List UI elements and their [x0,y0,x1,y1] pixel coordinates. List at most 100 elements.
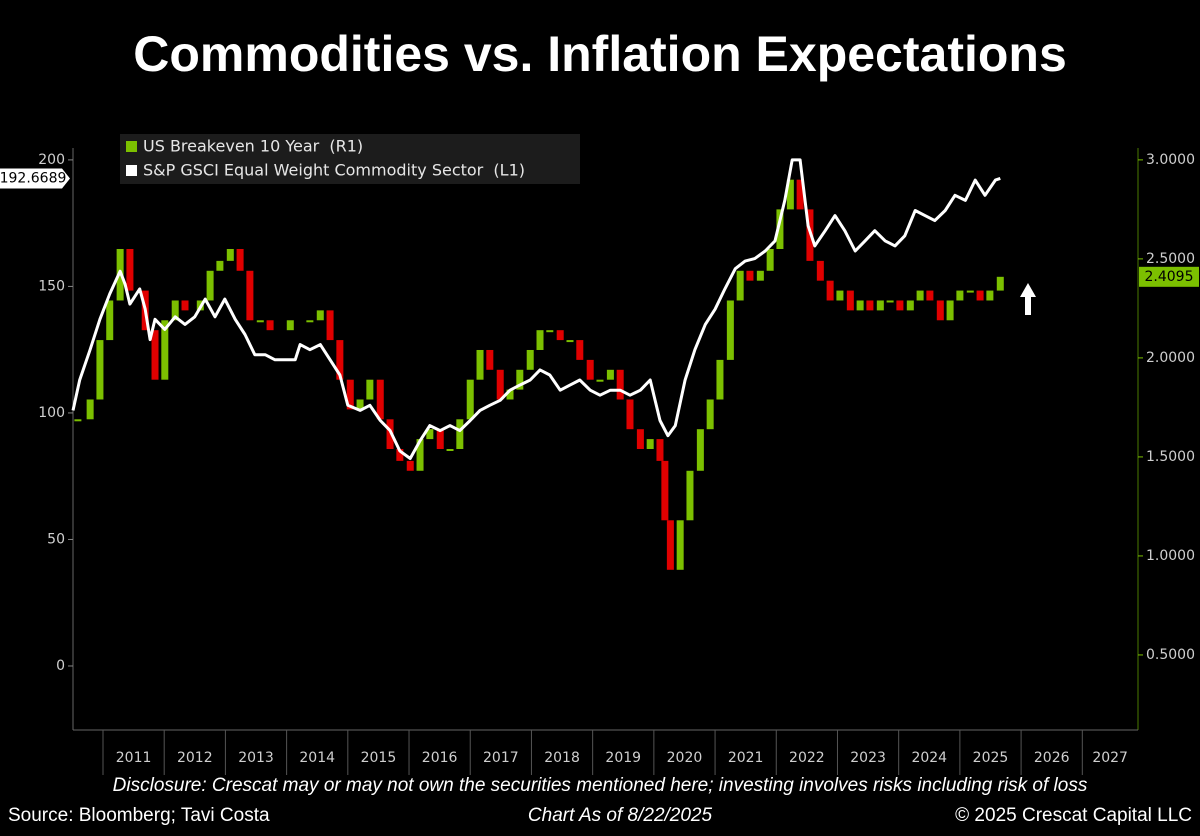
y2-tick-label: 0.5000 [1146,647,1195,663]
candle [716,359,724,400]
candle [876,300,884,311]
candle [536,330,544,350]
last-value-tag [1139,266,1199,287]
y-tick-label: 100 [38,405,65,421]
legend-box [120,134,580,184]
candle [661,460,669,521]
x-tick-label: 2013 [238,750,274,766]
candle [236,248,244,271]
candle [596,379,604,382]
x-tick-label: 2022 [789,750,825,766]
candle [516,369,524,390]
plot-area: 0 50 100 150 200 0.5000 1.0000 1.5000 2.0000 2.50… [0,134,1199,775]
x-tick-label: 2015 [361,750,397,766]
candle [406,460,414,471]
candle [466,379,474,420]
y2-tick-label: 2.5000 [1146,251,1195,267]
candle [486,349,494,370]
candle [706,399,714,430]
candle [226,248,234,261]
candle [836,290,844,301]
candle [161,320,169,380]
candle [666,520,674,570]
candle [946,300,954,321]
candle [976,290,984,301]
candle [326,310,334,341]
candle [426,429,434,440]
candle [926,290,934,301]
x-tick-label: 2018 [544,750,580,766]
candle [106,300,114,341]
candle [346,379,354,410]
x-tick-label: 2027 [1092,750,1128,766]
candle [776,209,784,249]
candle [636,429,644,450]
candle [756,270,764,281]
candle [736,270,744,301]
candle [386,419,394,450]
x-tick-label: 2025 [973,750,1009,766]
x-tick-label: 2012 [177,750,213,766]
y2-tick-label: 2.0000 [1146,350,1195,366]
x-tick-label: 2020 [667,750,703,766]
candle [171,300,179,321]
line [71,158,1001,460]
candle [936,300,944,321]
copyright: © 2025 Crescat Capital LLC [955,805,1192,826]
candle [151,330,159,380]
candle [286,320,294,331]
candle [566,340,574,343]
x-tick-label: 2024 [911,750,947,766]
x-tick-label: 2019 [605,750,641,766]
candle [336,340,344,380]
x-tick-label: 2014 [299,750,335,766]
candle [86,399,94,420]
candle [546,330,554,333]
candle [506,389,514,400]
candle [416,439,424,471]
candle [126,248,134,291]
last-value-label: 2.4095 [1145,269,1194,285]
candle [746,270,754,281]
candle [886,300,894,303]
legend-label: S&P GSCI Equal Weight Commodity Sector (… [143,161,525,180]
legend-label: US Breakeven 10 Year (R1) [143,137,363,156]
candle [556,330,564,341]
candle [526,349,534,370]
candle [826,280,834,301]
candle [316,310,324,321]
note: Chart As of 8/22/2025 [528,805,713,826]
candle [246,270,254,321]
y-tick-label: 50 [47,531,65,547]
legend-swatch [126,141,137,152]
x-tick-label: 2016 [422,750,458,766]
last-value-tag [0,168,70,189]
x-tick-label: 2021 [728,750,764,766]
candle [456,419,464,450]
candle [956,290,964,301]
candle [256,320,264,323]
candle [396,449,404,461]
candle [576,340,584,360]
candle [476,349,484,380]
y-tick-label: 200 [38,152,65,168]
candle [786,179,794,210]
candle [696,429,704,471]
candle [446,449,454,452]
candle [96,340,104,400]
x-tick-label: 2026 [1034,750,1070,766]
arrow [1020,283,1036,315]
candle [896,300,904,311]
candle [366,379,374,400]
candle [906,300,914,311]
x-tick-label: 2023 [850,750,886,766]
x-tick-label: 2017 [483,750,519,766]
candle [606,369,614,380]
candle [181,300,189,311]
candle [686,470,694,521]
candle [846,290,854,311]
y2-tick-label: 1.5000 [1146,449,1195,465]
last-value-label: 192.6689 [0,170,66,186]
